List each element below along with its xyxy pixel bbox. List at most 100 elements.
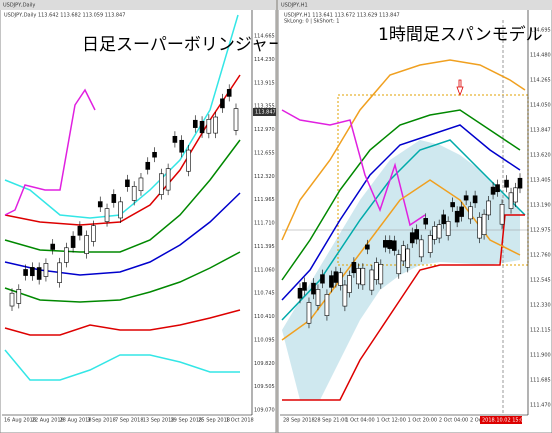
candle-body <box>432 226 437 240</box>
candle-body <box>414 229 420 240</box>
candle-body <box>315 289 321 306</box>
candle-body <box>43 263 49 277</box>
candle-body <box>152 151 157 158</box>
candle-body <box>427 235 433 253</box>
candle-body <box>450 202 455 208</box>
candle-body <box>468 206 473 220</box>
candle-body <box>517 177 523 189</box>
candle-body <box>508 192 514 209</box>
price-label: 112.330 <box>530 303 551 309</box>
left-current-price: 113.847 <box>255 110 276 116</box>
price-label: 113.915 <box>254 80 275 86</box>
price-label: 114.230 <box>254 57 275 63</box>
price-label: 114.265 <box>530 78 551 84</box>
candle-body <box>342 284 348 307</box>
right-date-axis: 28 Sep 2018 28 Sep 21:001 Oct 04:00 1 Oct … <box>283 418 483 424</box>
candle-body <box>306 302 312 324</box>
candle-body <box>391 240 397 251</box>
price-label: 112.970 <box>254 127 275 133</box>
price-label: 111.685 <box>530 378 551 384</box>
candle-body <box>186 149 191 172</box>
price-label: 111.470 <box>530 403 551 409</box>
upper-band <box>281 59 526 241</box>
left-title: USDJPY,Daily <box>3 3 35 9</box>
candle-body <box>320 274 325 284</box>
span-b <box>282 214 525 401</box>
candle-body <box>77 225 83 236</box>
price-label: 109.070 <box>254 408 275 414</box>
candle-body <box>70 235 76 248</box>
mid-line <box>281 124 521 301</box>
lagging-span <box>281 109 426 227</box>
candle-body <box>445 221 451 236</box>
candle-body <box>23 269 28 276</box>
candle-body <box>477 216 482 239</box>
candle-body <box>387 240 393 249</box>
right-sub-info: SkLong: 0 | SkShort: 1 <box>284 19 339 25</box>
candle-body <box>84 235 89 254</box>
right-window: USDJPY,H1 USDJPY,H1 113.641 113.672 113.… <box>277 0 552 433</box>
candle-body <box>504 179 509 188</box>
candle-body <box>333 271 339 283</box>
time-marker: 2018.10.02 15:00 <box>482 418 527 424</box>
candle-body <box>329 275 334 288</box>
candle-body <box>233 108 239 131</box>
candle-body <box>138 177 144 192</box>
candle-body <box>396 254 402 275</box>
price-label: 109.820 <box>254 361 275 367</box>
candle-body <box>36 267 42 280</box>
price-label: 109.505 <box>254 384 275 390</box>
candle-body <box>351 261 357 274</box>
candle-body <box>423 218 429 225</box>
candle-body <box>111 194 117 203</box>
candle-body <box>64 247 69 263</box>
candle-body <box>459 206 464 217</box>
right-titlebar <box>278 0 552 10</box>
candle-body <box>347 275 352 293</box>
candle-body <box>199 120 205 134</box>
price-label: 114.665 <box>254 34 275 40</box>
right-title: USDJPY,H1 <box>281 3 308 9</box>
candle-body <box>356 268 361 285</box>
candle-body <box>463 195 469 201</box>
candle-body <box>378 264 384 285</box>
price-label: 111.900 <box>530 353 551 359</box>
candle-body <box>441 214 446 225</box>
candle-body <box>302 282 307 291</box>
price-label: 110.095 <box>254 337 275 343</box>
candle-body <box>213 116 218 134</box>
candle-body <box>400 245 406 262</box>
band-upper-2 <box>4 74 241 226</box>
right-price-axis: 114.695 114.480 114.265 114.050 113.847 113.6… <box>530 28 551 409</box>
price-label: 113.620 <box>530 153 551 159</box>
candle-body <box>360 267 366 286</box>
price-label: 111.710 <box>254 221 275 227</box>
price-label: 110.410 <box>254 314 275 320</box>
candle-body <box>172 135 178 143</box>
price-label: 112.545 <box>530 278 551 284</box>
candle-body <box>125 179 130 188</box>
candle-body <box>338 272 343 286</box>
price-label: 112.115 <box>530 328 551 334</box>
span-a <box>281 139 526 321</box>
left-frame <box>0 0 277 433</box>
left-candles <box>9 84 239 312</box>
candle-body <box>16 289 22 304</box>
date-label: 25 Sep 2018 <box>198 418 230 424</box>
right-candles <box>297 173 523 329</box>
date-label: 28 Sep 2018 <box>283 418 315 424</box>
left-titlebar <box>0 0 276 10</box>
date-label: 1 Oct 20:00 <box>408 418 437 424</box>
left-header-info: USDJPY,Daily 113.642 113.682 113.059 113… <box>4 13 125 19</box>
date-label: 1 Oct 12:00 <box>377 418 406 424</box>
date-label: 3 Sep 2018 <box>87 418 116 424</box>
candle-body <box>179 139 184 153</box>
right-overlay-label: 1時間足スパンモデル <box>378 24 543 45</box>
candle-body <box>490 186 496 195</box>
candle-body <box>226 89 232 97</box>
lagging-span <box>4 88 96 216</box>
candle-body <box>30 267 35 277</box>
candle-body <box>365 244 370 250</box>
